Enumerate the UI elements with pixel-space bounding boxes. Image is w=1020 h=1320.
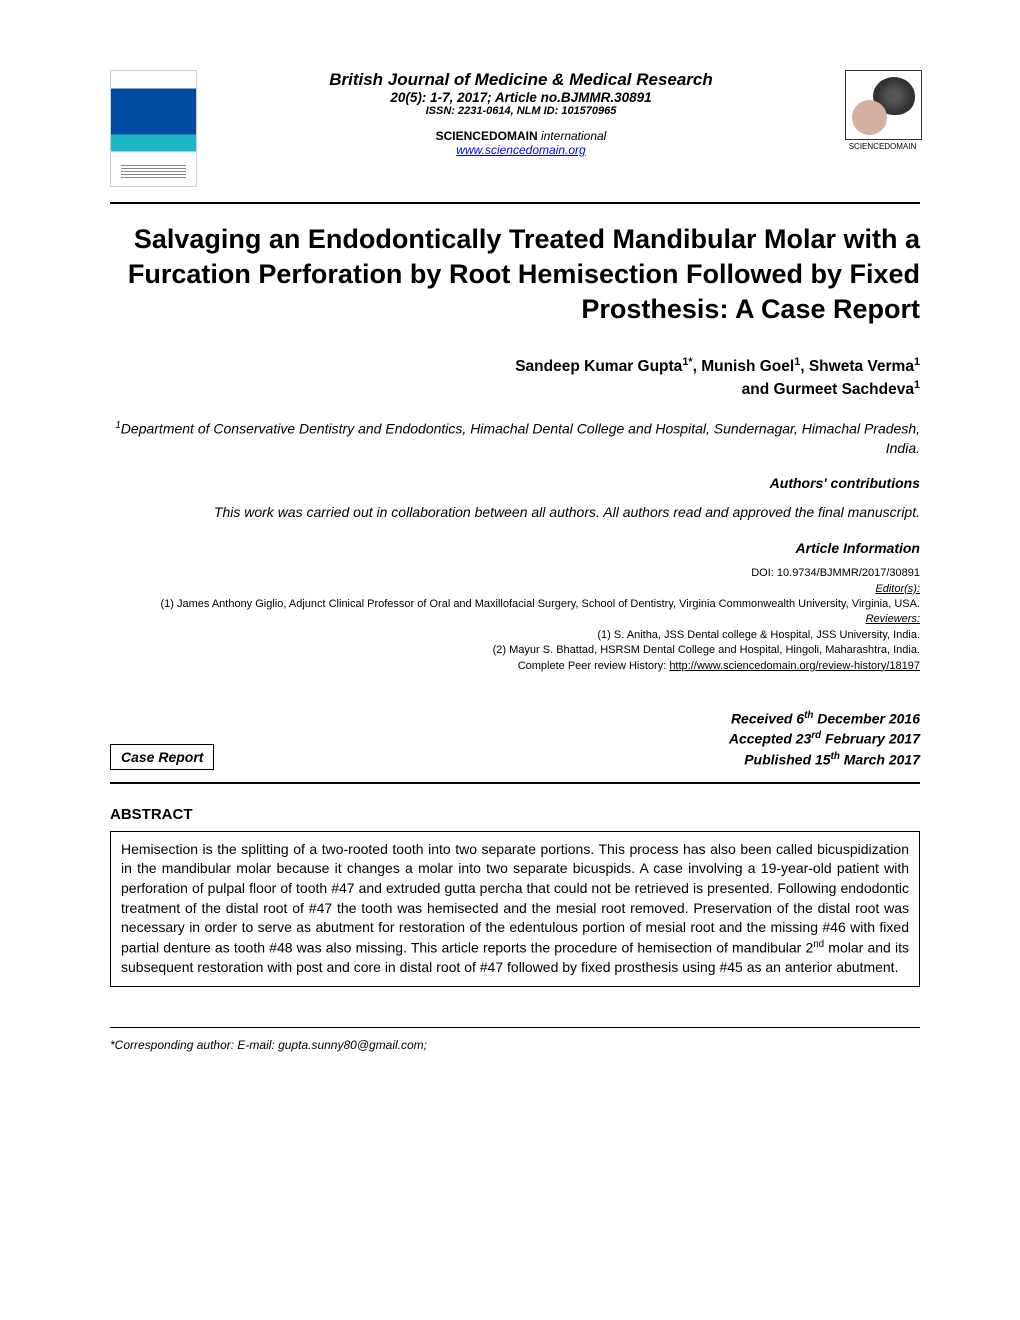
editor-1: (1) James Anthony Giglio, Adjunct Clinic… xyxy=(160,598,920,610)
journal-issn: ISSN: 2231-0614, NLM ID: 101570965 xyxy=(217,105,825,117)
article-info: DOI: 10.9734/BJMMR/2017/30891 Editor(s):… xyxy=(110,566,920,674)
affiliation: 1Department of Conservative Dentistry an… xyxy=(110,419,920,457)
peer-review-link[interactable]: http://www.sciencedomain.org/review-hist… xyxy=(669,660,920,672)
header-rule xyxy=(110,202,920,204)
editors-label: Editor(s): xyxy=(875,583,920,595)
article-dates: Received 6th December 2016 Accepted 23rd… xyxy=(729,709,920,770)
reviewer-2: (2) Mayur S. Bhattad, HSRSM Dental Colle… xyxy=(493,644,920,656)
article-title: Salvaging an Endodontically Treated Mand… xyxy=(110,222,920,327)
publisher-name: SCIENCEDOMAIN international xyxy=(217,129,825,143)
abstract-body: Hemisection is the splitting of a two-ro… xyxy=(110,831,920,987)
abstract-rule xyxy=(110,782,920,784)
reviewers-label: Reviewers: xyxy=(866,613,920,625)
journal-info: British Journal of Medicine & Medical Re… xyxy=(197,70,845,157)
logo-caption: SCIENCEDOMAIN xyxy=(845,142,920,151)
doi: DOI: 10.9734/BJMMR/2017/30891 xyxy=(751,567,920,579)
article-info-heading: Article Information xyxy=(110,540,920,556)
peer-review-prefix: Complete Peer review History: xyxy=(518,660,670,672)
publisher-url[interactable]: www.sciencedomain.org xyxy=(217,143,825,157)
contributions-text: This work was carried out in collaborati… xyxy=(110,503,920,522)
journal-issue: 20(5): 1-7, 2017; Article no.BJMMR.30891 xyxy=(217,90,825,105)
authors: Sandeep Kumar Gupta1*, Munish Goel1, Shw… xyxy=(110,355,920,401)
contributions-heading: Authors' contributions xyxy=(110,475,920,491)
abstract-heading: ABSTRACT xyxy=(110,806,920,823)
reviewer-1: (1) S. Anitha, JSS Dental college & Hosp… xyxy=(597,629,920,641)
journal-name: British Journal of Medicine & Medical Re… xyxy=(217,70,825,90)
header: British Journal of Medicine & Medical Re… xyxy=(110,70,920,187)
journal-cover-thumb xyxy=(110,70,197,187)
article-type-box: Case Report xyxy=(110,744,214,770)
corresponding-author: *Corresponding author: E-mail: gupta.sun… xyxy=(110,1038,920,1052)
publisher-logo: SCIENCEDOMAIN xyxy=(845,70,920,151)
footer-rule xyxy=(110,1027,920,1028)
